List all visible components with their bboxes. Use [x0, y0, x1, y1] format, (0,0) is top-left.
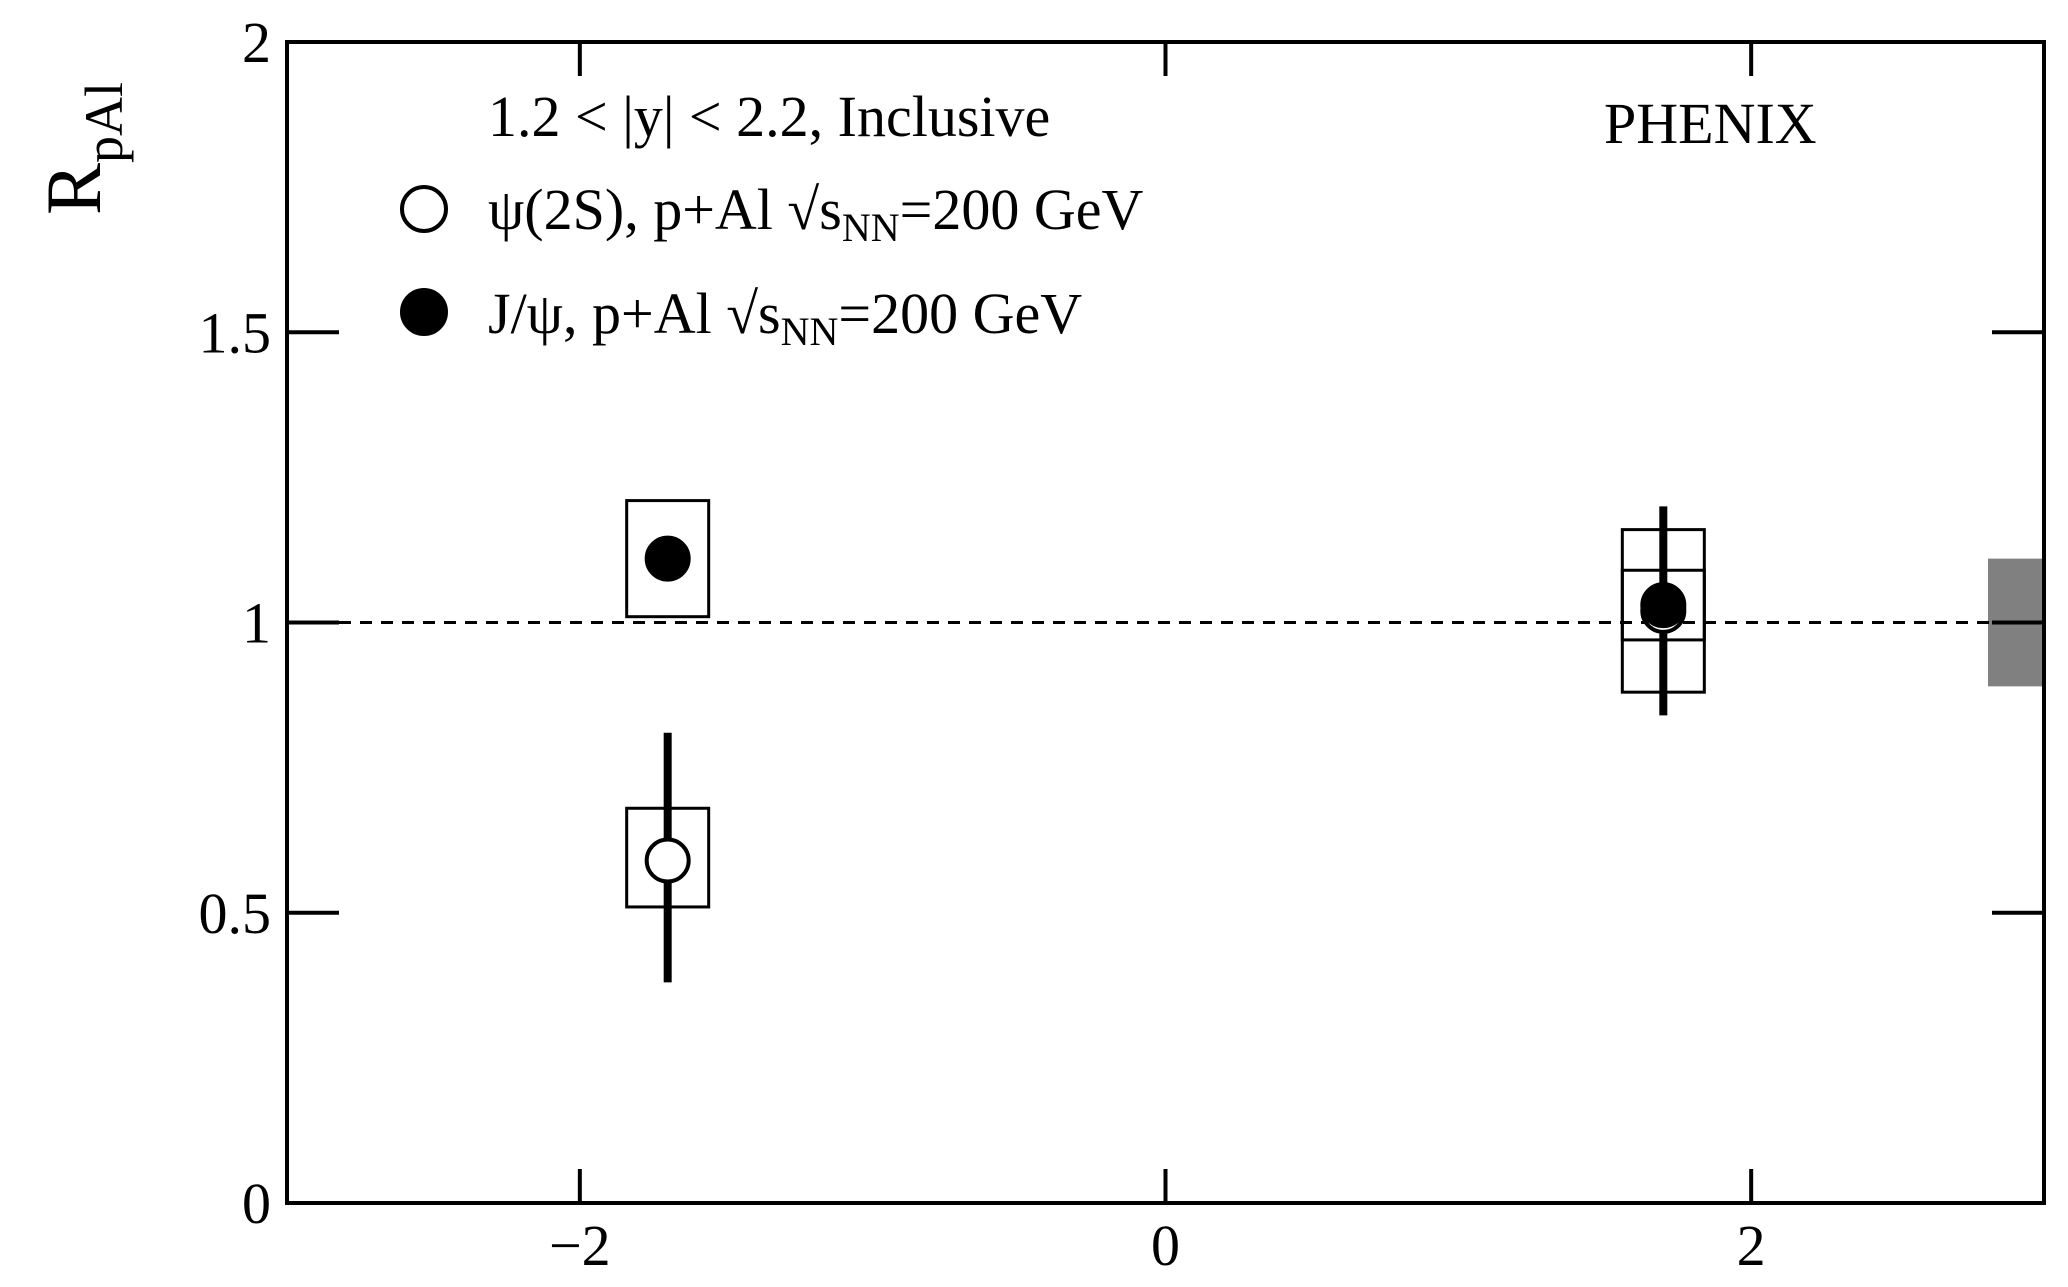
- systematic-box: [1620, 568, 1706, 642]
- y-axis-label: RpAl: [30, 82, 134, 215]
- legend-entry-jpsi: J/ψ, p+Al √sNN=200 GeV: [400, 281, 1082, 354]
- y-tick-label: 0.5: [199, 881, 272, 946]
- rapidity-annotation: 1.2 < |y| < 2.2, Inclusive: [488, 84, 1050, 149]
- x-tick-label: 2: [1737, 1213, 1766, 1278]
- y-axis-label-main: R: [30, 163, 117, 215]
- x-tick-label: 0: [1151, 1213, 1180, 1278]
- sqrt-sign: √: [787, 177, 819, 242]
- legend-open-circle-marker: [400, 185, 448, 233]
- x-tick-label: −2: [549, 1213, 611, 1278]
- y-tick-label: 2: [242, 10, 271, 75]
- legend-filled-circle-marker: [400, 288, 448, 336]
- data-point-filled: [1640, 582, 1687, 629]
- legend-label-psi2s: ψ(2S), p+Al √sNN=200 GeV: [488, 177, 1143, 250]
- sqrt-sign: √: [726, 281, 758, 346]
- experiment-label: PHENIX: [1604, 91, 1817, 156]
- y-tick-label: 1: [242, 591, 271, 656]
- legend-entry-psi2s: ψ(2S), p+Al √sNN=200 GeV: [400, 177, 1143, 250]
- legend-label-jpsi: J/ψ, p+Al √sNN=200 GeV: [488, 281, 1082, 354]
- systematic-box: [625, 499, 711, 619]
- data-point-filled: [644, 535, 691, 582]
- data-point-open: [644, 837, 691, 884]
- y-tick-label: 1.5: [199, 300, 272, 365]
- y-tick-label: 0: [242, 1171, 271, 1236]
- y-axis-label-sub: pAl: [74, 82, 134, 163]
